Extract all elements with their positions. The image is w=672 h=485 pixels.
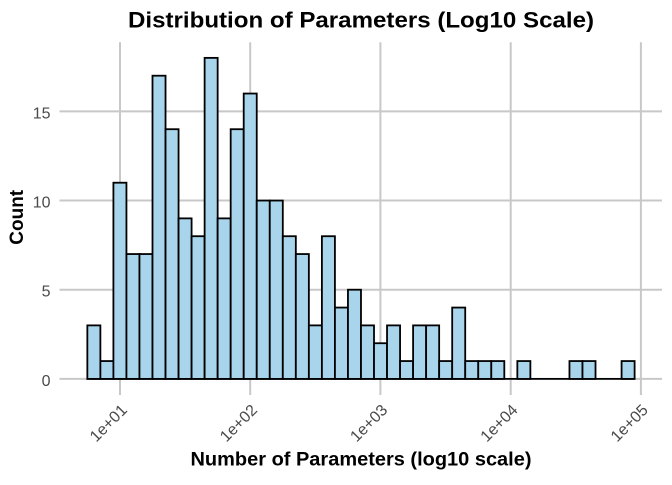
svg-text:Number of Parameters (log10 sc: Number of Parameters (log10 scale) (191, 450, 532, 471)
svg-text:15: 15 (33, 105, 51, 122)
svg-text:Distribution of Parameters (Lo: Distribution of Parameters (Log10 Scale) (128, 7, 594, 32)
svg-text:5: 5 (42, 284, 51, 301)
svg-text:0: 0 (42, 373, 51, 390)
svg-text:Count: Count (7, 189, 28, 245)
svg-text:10: 10 (33, 194, 51, 211)
